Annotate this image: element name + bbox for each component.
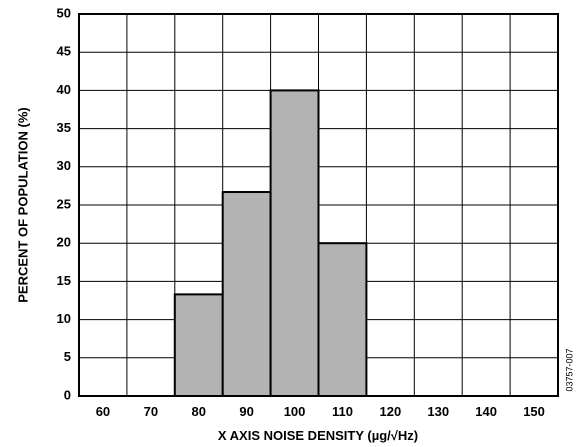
x-tick-label: 150: [523, 404, 545, 419]
y-tick-label: 15: [57, 273, 71, 288]
y-tick-label: 5: [64, 349, 71, 364]
y-tick-label: 50: [57, 5, 71, 20]
y-tick-label: 30: [57, 158, 71, 173]
bars-group: [173, 89, 368, 398]
histogram-bar: [221, 191, 272, 397]
y-tick-label: 45: [57, 44, 71, 59]
y-tick-label: 0: [64, 387, 71, 402]
histogram-bar: [317, 242, 368, 397]
y-tick-label: 25: [57, 196, 71, 211]
y-axis-label: PERCENT OF POPULATION (%): [15, 107, 30, 302]
y-tick-label: 10: [57, 311, 71, 326]
x-axis-label: X AXIS NOISE DENSITY (µg/√Hz): [218, 428, 418, 443]
figure-id-label: 03757-007: [564, 348, 574, 391]
x-tick-label: 80: [192, 404, 206, 419]
x-tick-label: 130: [427, 404, 449, 419]
x-tick-label: 120: [379, 404, 401, 419]
plot-frame: [78, 13, 559, 397]
y-tick-label: 35: [57, 120, 71, 135]
x-tick-label: 140: [475, 404, 497, 419]
y-tick-labels: 0 5 10 15 20 25 30 35 40 45 50: [57, 5, 71, 402]
x-tick-label: 60: [96, 404, 110, 419]
x-tick-label: 110: [332, 404, 353, 419]
histogram-bar: [173, 293, 224, 397]
y-tick-label: 40: [57, 82, 71, 97]
x-tick-label: 70: [144, 404, 158, 419]
histogram-bar: [269, 89, 320, 398]
x-tick-label: 100: [284, 404, 306, 419]
x-tick-labels: 60 70 80 90 100 110 120 130 140 150: [96, 404, 545, 419]
y-tick-label: 20: [57, 235, 71, 250]
x-tick-label: 90: [239, 404, 253, 419]
